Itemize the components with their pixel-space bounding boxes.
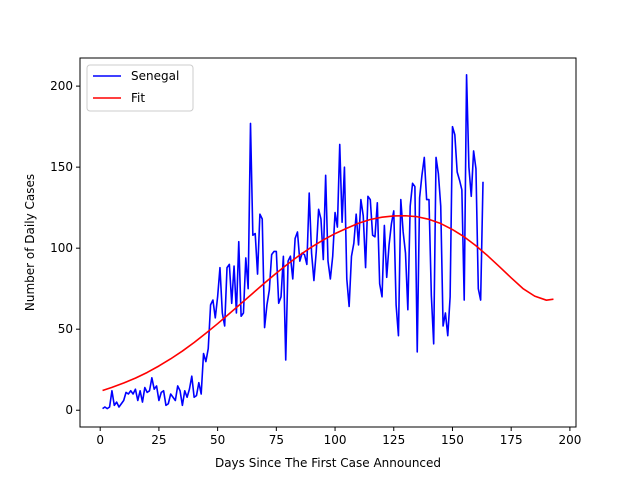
x-tick-label: 100 [324,433,347,447]
x-tick-label: 150 [441,433,464,447]
x-tick-label: 125 [382,433,405,447]
x-tick-label: 75 [269,433,284,447]
x-tick-label: 25 [151,433,166,447]
x-tick-label: 200 [558,433,581,447]
plot-area [102,73,554,410]
y-tick-label: 100 [50,241,73,255]
legend-label-senegal: Senegal [131,69,179,83]
legend: Senegal Fit [86,64,194,112]
legend-label-fit: Fit [131,91,145,105]
axes-frame [79,57,577,428]
y-tick-label: 50 [58,322,73,336]
y-axis-label: Number of Daily Cases [23,174,37,311]
y-axis: 0 50 100 150 200 [50,79,80,417]
x-axis-label: Days Since The First Case Announced [215,456,441,470]
x-axis: 0 25 50 75 100 125 150 175 200 [96,427,581,447]
x-tick-label: 50 [210,433,225,447]
y-tick-label: 200 [50,79,73,93]
y-tick-label: 0 [65,403,73,417]
x-tick-label: 0 [96,433,104,447]
series-line-senegal [102,73,484,410]
x-tick-label: 175 [500,433,523,447]
series-line-fit [102,214,554,392]
y-tick-label: 150 [50,160,73,174]
